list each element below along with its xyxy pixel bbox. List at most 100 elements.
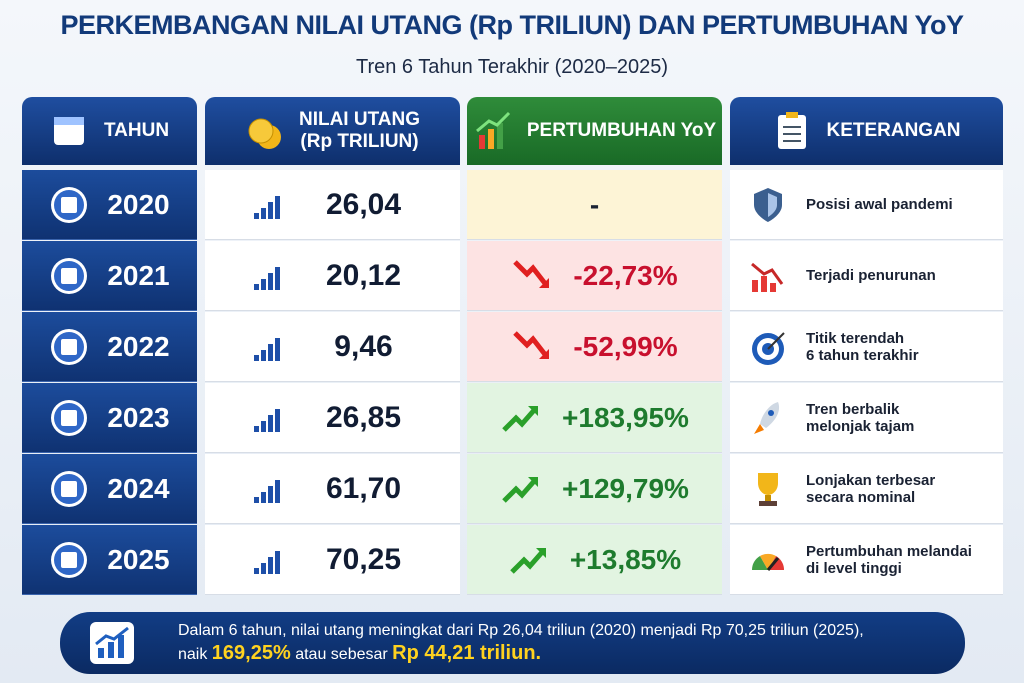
calendar-icon [49,256,89,296]
note-icon [748,398,788,438]
header-icon [245,111,285,151]
year-cell: 2025 [22,525,197,595]
value-cell: 20,12 [205,241,460,311]
header-icon-svg [475,111,510,149]
year-cell: 2024 [22,454,197,524]
year-cell: 2020 [22,170,197,240]
note-text: Posisi awal pandemi [806,196,953,213]
note-text: Lonjakan terbesar secara nominal [806,472,935,506]
trend-icon [500,398,540,438]
bars-icon-svg [253,337,280,361]
header-line: PERTUMBUHAN YoY [526,120,717,141]
header-cell: TAHUN [22,97,197,165]
note-line: Tren berbalik [806,400,900,418]
trend-icon [511,327,551,367]
bars-icon [252,189,284,221]
header-line: TAHUN [103,120,170,141]
value-cell: 26,04 [205,170,460,240]
header-line: NILAI UTANG [298,109,421,130]
note-text: Pertumbuhan melandai di level tinggi [806,543,972,577]
note-icon-svg [751,553,785,571]
bars-icon [252,260,284,292]
header-icon-svg [53,117,84,145]
growth-value: +129,79% [562,472,689,504]
header-cell: KETERANGAN [730,97,1003,165]
note-icon-svg [752,331,785,365]
summary-part: 169,25% [211,642,291,664]
summary-part: atau sebesar [290,646,393,663]
year-cell: 2021 [22,241,197,311]
year-cell: 2022 [22,312,197,382]
trend-icon-svg [513,259,550,288]
header-icon [772,111,812,151]
calendar-icon [49,398,89,438]
note-icon-svg [758,472,778,506]
debt-value: 70,25 [325,542,402,576]
note-cell: Terjadi penurunan [730,241,1003,311]
note-icon [748,327,788,367]
note-line: secara nominal [806,488,916,506]
summary-part: Rp 44,21 triliun. [392,642,542,664]
header-icon-svg [778,112,807,149]
note-icon-svg [751,262,784,292]
year: 2022 [107,330,170,362]
growth-value: - [589,188,600,220]
note-icon [748,256,788,296]
growth-value: +183,95% [562,401,689,433]
growth-value: +13,85% [569,543,682,575]
note-line: melonjak tajam [806,417,915,435]
calendar-icon [49,327,89,367]
header-text: PERTUMBUHAN YoY [527,120,716,142]
growth-cell: +183,95% [467,383,722,453]
header-line: KETERANGAN [826,120,961,141]
trend-icon [508,540,548,580]
year: 2025 [107,543,170,575]
year-cell: 2023 [22,383,197,453]
note-icon-svg [754,187,782,222]
growth-value: -52,99% [573,330,678,362]
calendar-icon-svg [51,186,88,223]
note-icon [748,469,788,509]
bars-icon-svg [253,408,280,432]
subtitle: Tren 6 Tahun Terakhir (2020–2025) [355,56,669,78]
calendar-icon-svg [51,328,88,365]
debt-value: 26,04 [325,187,402,221]
header-cell: PERTUMBUHAN YoY [467,97,722,165]
note-cell: Lonjakan terbesar secara nominal [730,454,1003,524]
trend-icon-svg [513,330,550,359]
bars-icon-svg [253,550,280,574]
calendar-icon [49,540,89,580]
trend-icon [500,469,540,509]
note-line: Pertumbuhan melandai [806,542,972,560]
trend-icon-svg [502,405,539,432]
bars-icon [252,331,284,363]
chart-icon [90,622,134,664]
header-cell: NILAI UTANG (Rp TRILIUN) [205,97,460,165]
growth-cell: +13,85% [467,525,722,595]
bars-icon-svg [253,195,280,219]
note-line: Posisi awal pandemi [806,196,953,213]
note-cell: Pertumbuhan melandai di level tinggi [730,525,1003,595]
header-text: TAHUN [104,120,169,142]
note-text: Titik terendah 6 tahun terakhir [806,330,919,364]
debt-value: 9,46 [334,329,393,363]
bars-icon-svg [253,266,280,290]
bars-icon-svg [253,479,280,503]
value-cell: 61,70 [205,454,460,524]
debt-value: 61,70 [325,471,402,505]
year: 2023 [107,401,170,433]
value-cell: 9,46 [205,312,460,382]
value-cell: 26,85 [205,383,460,453]
year: 2024 [107,472,170,504]
bars-icon [252,473,284,505]
note-line: di level tinggi [806,559,902,577]
calendar-icon-svg [51,399,88,436]
value-cell: 70,25 [205,525,460,595]
header-line: (Rp TRILIUN) [300,131,419,152]
header-icon-svg [248,118,281,149]
calendar-icon [49,469,89,509]
bars-icon [252,402,284,434]
title: PERKEMBANGAN NILAI UTANG (Rp TRILIUN) DA… [60,10,964,40]
note-cell: Posisi awal pandemi [730,170,1003,240]
